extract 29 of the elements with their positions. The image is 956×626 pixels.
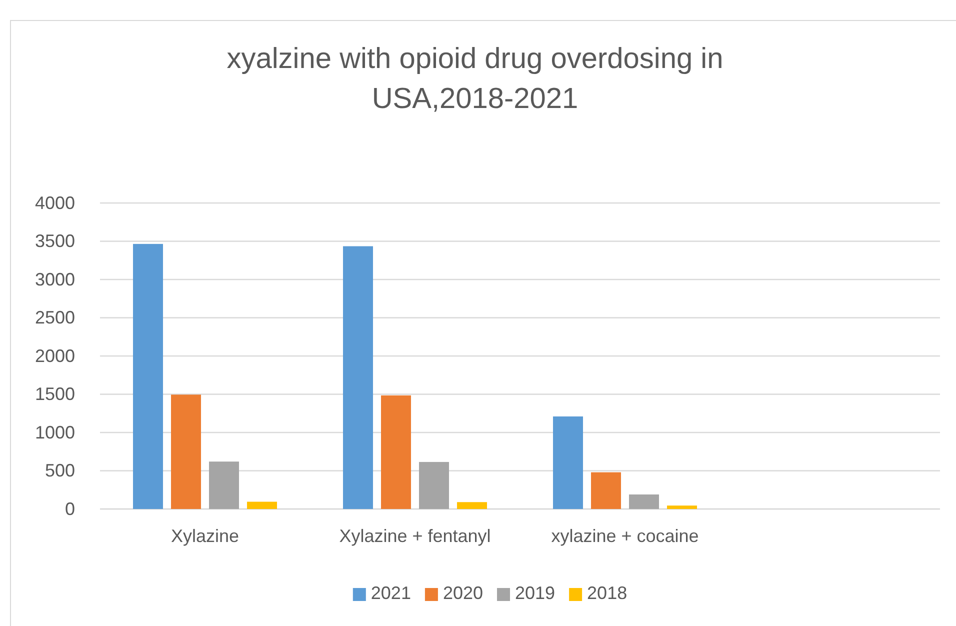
y-tick-label: 2000 xyxy=(34,346,75,366)
x-tick-label: xylazine + cocaine xyxy=(551,526,699,546)
bar xyxy=(133,244,163,509)
bar xyxy=(667,506,697,509)
x-tick-label: Xylazine xyxy=(170,526,240,546)
bar xyxy=(457,502,487,509)
y-tick-label: 0 xyxy=(64,498,75,519)
legend-label: 2021 xyxy=(370,583,411,603)
y-tick-label: 3500 xyxy=(34,231,75,252)
bar xyxy=(419,462,449,509)
bar xyxy=(629,494,659,509)
bar xyxy=(343,246,373,509)
bar xyxy=(247,502,277,509)
x-tick-label: Xylazine + fentanyl xyxy=(339,526,491,546)
y-tick-label: 1500 xyxy=(34,384,75,404)
bar xyxy=(591,472,621,509)
legend-label: 2019 xyxy=(515,583,556,603)
y-tick-label: 3000 xyxy=(34,269,75,290)
bar xyxy=(553,416,583,509)
bar xyxy=(171,394,201,509)
bar xyxy=(381,395,411,509)
legend-label: 2018 xyxy=(587,583,628,603)
chart-title: xyalzine with opioid drug overdosing in USA,2018-2021 xyxy=(226,43,724,115)
legend-label: 2020 xyxy=(442,583,483,603)
y-tick-label: 4000 xyxy=(34,192,75,213)
y-tick-label: 1000 xyxy=(34,422,75,442)
bar xyxy=(209,462,239,509)
y-tick-label: 2500 xyxy=(34,308,75,328)
y-tick-label: 500 xyxy=(44,460,75,481)
